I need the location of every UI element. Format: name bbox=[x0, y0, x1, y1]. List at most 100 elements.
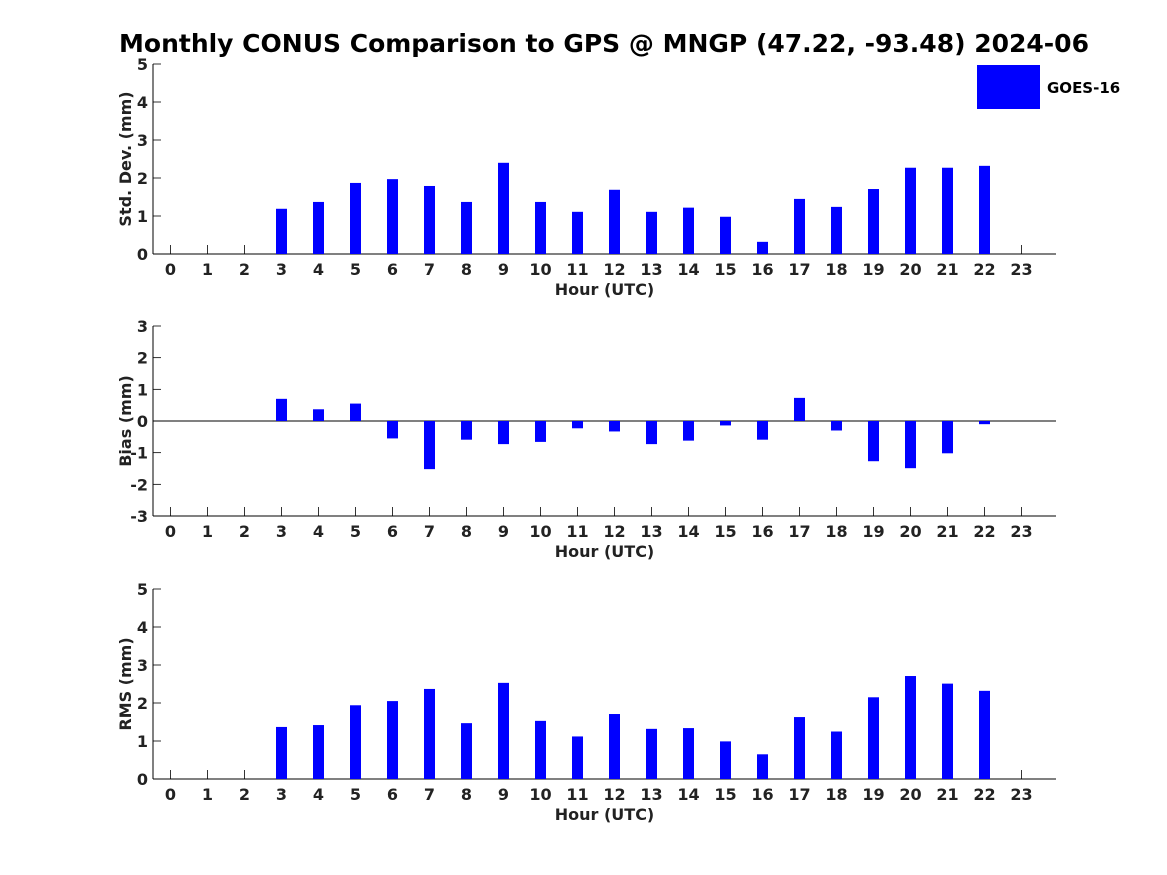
bias-y-tick-label: -2 bbox=[130, 475, 148, 494]
bias-x-tick-label: 20 bbox=[899, 522, 921, 541]
bias-x-axis-label: Hour (UTC) bbox=[555, 542, 655, 561]
legend-label: GOES-16 bbox=[1047, 79, 1120, 97]
std-dev-bar-hour-18 bbox=[831, 206, 842, 254]
rms-x-tick-label: 8 bbox=[461, 785, 472, 804]
bias-x-tick-label: 5 bbox=[350, 522, 361, 541]
bias-bar-hour-9 bbox=[498, 421, 509, 445]
bias-x-tick-label: 8 bbox=[461, 522, 472, 541]
rms-bar-hour-8 bbox=[461, 723, 472, 779]
bias-bar-hour-18 bbox=[831, 421, 842, 431]
bias-y-tick-label: -3 bbox=[130, 507, 148, 526]
rms-x-tick-label: 6 bbox=[387, 785, 398, 804]
std-dev-bar-hour-22 bbox=[979, 165, 990, 254]
std-dev-bar-hour-10 bbox=[535, 201, 546, 254]
bias-y-tick-label: 3 bbox=[137, 317, 148, 336]
std-dev-y-tick-label: 0 bbox=[137, 245, 148, 264]
rms-x-tick-label: 18 bbox=[825, 785, 847, 804]
rms-y-tick-label: 3 bbox=[137, 656, 148, 675]
bias-bar-hour-12 bbox=[609, 421, 620, 432]
std-dev-bar-hour-4 bbox=[313, 201, 324, 254]
rms-bar-hour-20 bbox=[905, 676, 916, 779]
bias-bar-hour-8 bbox=[461, 421, 472, 440]
std-dev-x-tick-label: 20 bbox=[899, 260, 921, 279]
rms-x-tick-label: 17 bbox=[788, 785, 810, 804]
bias-y-tick-label: 1 bbox=[137, 380, 148, 399]
legend: GOES-16 bbox=[977, 65, 1120, 109]
bias-x-tick-label: 3 bbox=[276, 522, 287, 541]
rms-bar-hour-3 bbox=[276, 726, 287, 779]
rms-bar-hour-7 bbox=[424, 688, 435, 779]
rms-x-tick-label: 14 bbox=[677, 785, 699, 804]
rms-x-tick-label: 2 bbox=[239, 785, 250, 804]
rms-y-tick-label: 0 bbox=[137, 770, 148, 789]
rms-x-tick-label: 0 bbox=[165, 785, 176, 804]
bias-y-tick-label: -1 bbox=[130, 444, 148, 463]
rms-bar-hour-13 bbox=[646, 728, 657, 779]
bias-bar-hour-19 bbox=[868, 421, 879, 462]
std-dev-bar-hour-5 bbox=[350, 182, 361, 254]
rms-bar-hour-21 bbox=[942, 683, 953, 779]
legend-swatch bbox=[977, 65, 1040, 109]
std-dev-x-tick-label: 9 bbox=[498, 260, 509, 279]
rms-y-tick-label: 1 bbox=[137, 732, 148, 751]
rms-y-tick-label: 2 bbox=[137, 694, 148, 713]
bias-x-tick-label: 15 bbox=[714, 522, 736, 541]
rms-y-axis-label: RMS (mm) bbox=[116, 637, 135, 730]
rms-bar-hour-18 bbox=[831, 731, 842, 779]
std-dev-y-tick-label: 1 bbox=[137, 207, 148, 226]
bias-x-tick-label: 6 bbox=[387, 522, 398, 541]
std-dev-bar-hour-8 bbox=[461, 201, 472, 254]
bias-x-tick-label: 1 bbox=[202, 522, 213, 541]
std-dev-x-tick-label: 16 bbox=[751, 260, 773, 279]
chart-title: Monthly CONUS Comparison to GPS @ MNGP (… bbox=[119, 29, 1089, 58]
std-dev-x-tick-label: 13 bbox=[640, 260, 662, 279]
std-dev-x-tick-label: 11 bbox=[566, 260, 588, 279]
std-dev-bar-hour-13 bbox=[646, 211, 657, 254]
rms-x-tick-label: 4 bbox=[313, 785, 324, 804]
std-dev-x-tick-label: 18 bbox=[825, 260, 847, 279]
bias-y-tick-label: 2 bbox=[137, 349, 148, 368]
std-dev-x-tick-label: 2 bbox=[239, 260, 250, 279]
rms-bar-hour-10 bbox=[535, 720, 546, 779]
rms-bar-hour-9 bbox=[498, 682, 509, 779]
bias-bar-hour-11 bbox=[572, 421, 583, 429]
rms-x-tick-label: 21 bbox=[936, 785, 958, 804]
rms-x-tick-label: 20 bbox=[899, 785, 921, 804]
rms-bar-hour-5 bbox=[350, 705, 361, 779]
bias-x-tick-label: 10 bbox=[529, 522, 551, 541]
rms-x-axis-label: Hour (UTC) bbox=[555, 805, 655, 824]
std-dev-y-axis-label: Std. Dev. (mm) bbox=[116, 91, 135, 226]
std-dev-x-tick-label: 14 bbox=[677, 260, 699, 279]
rms-bar-hour-14 bbox=[683, 728, 694, 779]
bias-x-tick-label: 19 bbox=[862, 522, 884, 541]
std-dev-x-tick-label: 22 bbox=[973, 260, 995, 279]
std-dev-x-axis-label: Hour (UTC) bbox=[555, 280, 655, 299]
rms-x-tick-label: 5 bbox=[350, 785, 361, 804]
rms-x-tick-label: 13 bbox=[640, 785, 662, 804]
std-dev-x-tick-label: 21 bbox=[936, 260, 958, 279]
rms-x-tick-label: 11 bbox=[566, 785, 588, 804]
bias-x-tick-label: 7 bbox=[424, 522, 435, 541]
std-dev-x-tick-label: 6 bbox=[387, 260, 398, 279]
bias-bar-hour-22 bbox=[979, 421, 990, 425]
std-dev-bar-hour-3 bbox=[276, 208, 287, 254]
bias-bar-hour-13 bbox=[646, 421, 657, 445]
bias-bar-hour-15 bbox=[720, 421, 731, 426]
rms-x-tick-label: 23 bbox=[1010, 785, 1032, 804]
bias-bar-hour-20 bbox=[905, 421, 916, 469]
bias-x-tick-label: 18 bbox=[825, 522, 847, 541]
std-dev-bar-hour-21 bbox=[942, 167, 953, 254]
bias-x-tick-label: 0 bbox=[165, 522, 176, 541]
rms-x-tick-label: 16 bbox=[751, 785, 773, 804]
std-dev-x-tick-label: 1 bbox=[202, 260, 213, 279]
rms-bar-hour-6 bbox=[387, 701, 398, 779]
rms-x-tick-label: 3 bbox=[276, 785, 287, 804]
std-dev-bar-hour-7 bbox=[424, 185, 435, 254]
std-dev-y-tick-label: 4 bbox=[137, 93, 148, 112]
bias-x-tick-label: 11 bbox=[566, 522, 588, 541]
rms-bar-hour-17 bbox=[794, 717, 805, 779]
std-dev-bar-hour-11 bbox=[572, 211, 583, 254]
rms-y-tick-label: 4 bbox=[137, 618, 148, 637]
std-dev-x-tick-label: 8 bbox=[461, 260, 472, 279]
std-dev-x-tick-label: 0 bbox=[165, 260, 176, 279]
